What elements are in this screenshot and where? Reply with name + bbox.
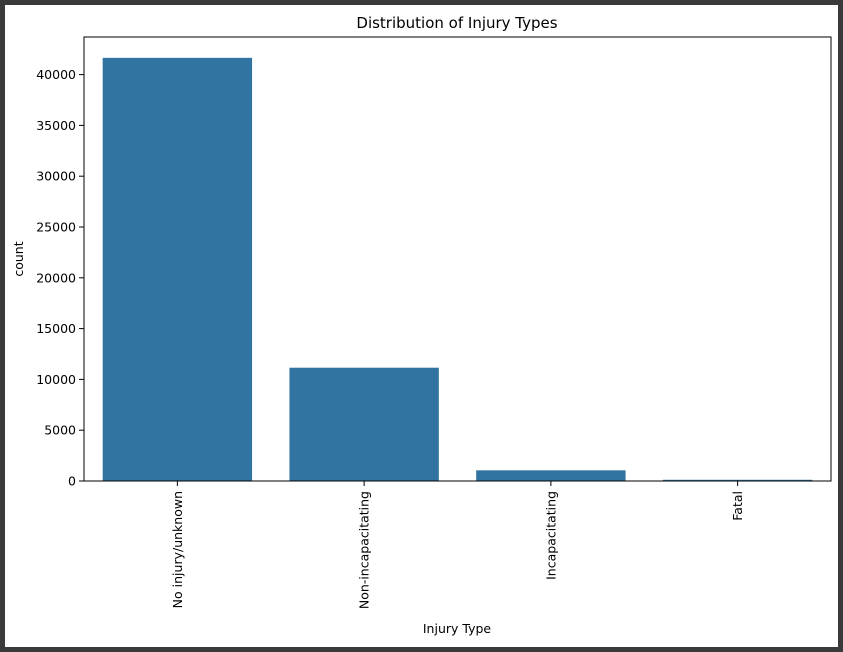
x-tick-label: Non-incapacitating: [357, 491, 372, 609]
y-tick-label: 0: [68, 474, 76, 489]
bar-incapacitating: [476, 470, 626, 481]
y-tick-label: 40000: [36, 67, 76, 82]
x-tick-label: Incapacitating: [543, 491, 558, 580]
y-axis: 0 5000 10000 15000 20000 25000 30000 35000 40000: [36, 67, 84, 489]
bars-group: [102, 57, 813, 481]
y-tick-label: 35000: [36, 118, 76, 133]
y-tick-label: 25000: [36, 219, 76, 234]
x-axis: No injury/unknown Non-incapacitating Incap…: [170, 481, 745, 609]
bar-no-injury-unknown: [102, 57, 253, 481]
y-tick-label: 15000: [36, 321, 76, 336]
y-tick-label: 30000: [36, 169, 76, 184]
y-tick-label: 5000: [44, 423, 76, 438]
y-axis-label: count: [11, 241, 26, 276]
plot-frame: [83, 36, 832, 482]
chart-title: Distribution of Injury Types: [356, 14, 557, 32]
y-tick-label: 20000: [36, 270, 76, 285]
bar-non-incapacitating: [289, 367, 439, 481]
bar-chart: Distribution of Injury Types 0 5000 10000 1…: [11, 14, 832, 636]
x-tick-label: No injury/unknown: [170, 491, 185, 608]
x-tick-label: Fatal: [730, 491, 745, 521]
y-tick-label: 10000: [36, 372, 76, 387]
bar-fatal: [662, 479, 813, 481]
chart-figure: Distribution of Injury Types 0 5000 10000 1…: [5, 5, 838, 647]
x-axis-label: Injury Type: [423, 621, 492, 636]
